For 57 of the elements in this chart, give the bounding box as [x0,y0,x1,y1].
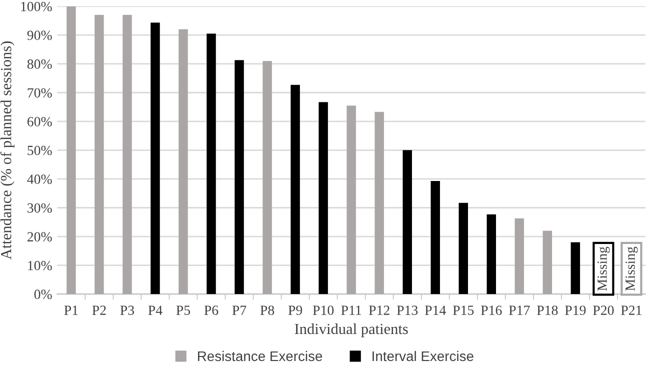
x-tick-label: P9 [288,306,302,315]
x-tick-label: P15 [452,306,474,315]
x-tick-label: P6 [204,306,218,315]
bar [206,34,216,294]
bar [402,150,412,294]
y-axis-title: Attendance (% of planned sessions) [0,41,14,260]
x-tick-label: P4 [148,306,162,315]
y-tick-label: 30% [28,203,52,213]
x-tick-label: P18 [537,306,558,315]
bar [234,60,244,294]
legend-label: Interval Exercise [372,350,474,362]
annotation: Missing [626,246,638,291]
bar [374,112,384,294]
bar [178,29,188,294]
bar [318,102,328,294]
x-tick-label: P12 [368,306,390,315]
x-tick-label: P16 [480,306,502,315]
bar [458,202,468,294]
x-tick-label: P2 [92,306,106,315]
y-tick-label: 50% [28,146,52,156]
y-tick-label: 10% [28,260,52,270]
annotation: Missing [598,246,610,291]
y-tick-label: 100% [21,2,52,12]
y-tick-label: 70% [28,88,52,98]
x-tick-label: P13 [396,306,418,315]
y-tick-label: 60% [27,116,52,126]
bar [290,84,300,294]
y-tick-label: 0% [34,290,52,300]
bar [542,230,552,294]
x-tick-label: P8 [260,306,274,315]
x-tick-label: P10 [312,306,334,315]
y-tick-label: 80% [27,59,52,69]
x-tick-label: P7 [232,306,246,315]
bar [430,180,440,294]
x-tick-label: P3 [120,306,134,315]
x-tick-label: P11 [341,306,362,315]
bar [570,242,580,294]
x-tick-label: P20 [593,306,614,315]
x-tick-label: P5 [176,306,190,315]
x-tick-label: P21 [621,306,642,315]
x-tick-label: P19 [565,306,586,315]
x-axis-title: Individual patients [294,323,408,338]
bar [66,6,76,294]
x-tick-label: P1 [64,306,78,315]
bar [346,106,356,294]
y-tick-label: 40% [27,174,52,184]
x-tick-label: P17 [508,306,530,315]
x-tick-label: P14 [424,306,446,315]
bar [514,218,524,294]
legend-label: Resistance Exercise [198,350,322,362]
bar [486,214,496,294]
bar [150,22,160,294]
bar [262,60,272,294]
bar [122,14,132,294]
y-tick-label: 20% [27,232,52,242]
y-tick-label: 90% [27,30,52,40]
bar [94,14,104,294]
